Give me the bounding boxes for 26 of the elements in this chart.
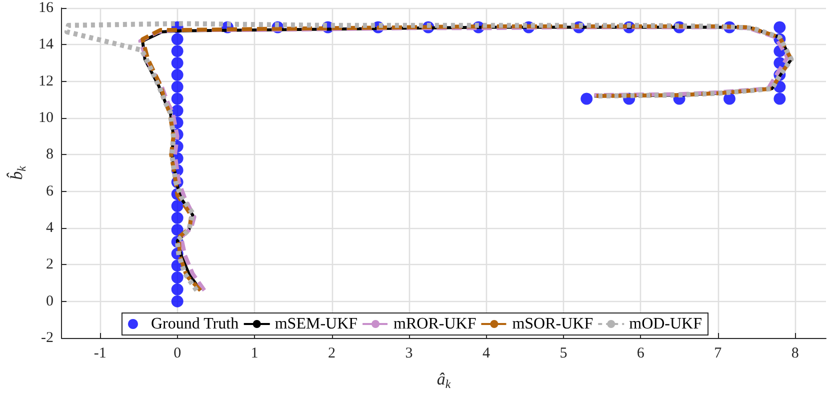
x-tick-label: 8 [791,346,799,362]
y-tick-label: 0 [46,293,54,310]
y-tick-label: -2 [41,330,54,346]
legend-label: mOD-UKF [629,316,702,332]
y-tick-label: 10 [38,110,54,126]
x-tick-label: 0 [174,346,182,362]
legend-label: Ground Truth [150,316,239,332]
x-tick-label: 2 [328,346,336,362]
y-tick-label: 2 [46,256,54,273]
y-tick-label: 4 [46,220,54,236]
legend-label: mSOR-UKF [512,316,594,332]
y-tick-label: 12 [38,73,54,90]
x-tick-label: 4 [482,346,490,362]
y-tick-label: 14 [38,36,54,53]
legend-label: mROR-UKF [394,316,476,332]
x-tick-label: 6 [636,346,645,362]
x-tick-label: 1 [250,346,258,362]
x-tick-label: 7 [714,346,722,362]
legend-label: mSEM-UKF [274,316,358,332]
y-tick-label: 6 [46,183,54,200]
y-tick-label: 16 [38,0,54,16]
x-tick-label: -1 [94,346,106,362]
x-tick-label: 5 [560,346,568,362]
y-tick-label: 8 [46,146,54,163]
y-axis-title: b̂k [6,165,28,180]
x-tick-label: 3 [405,346,413,362]
